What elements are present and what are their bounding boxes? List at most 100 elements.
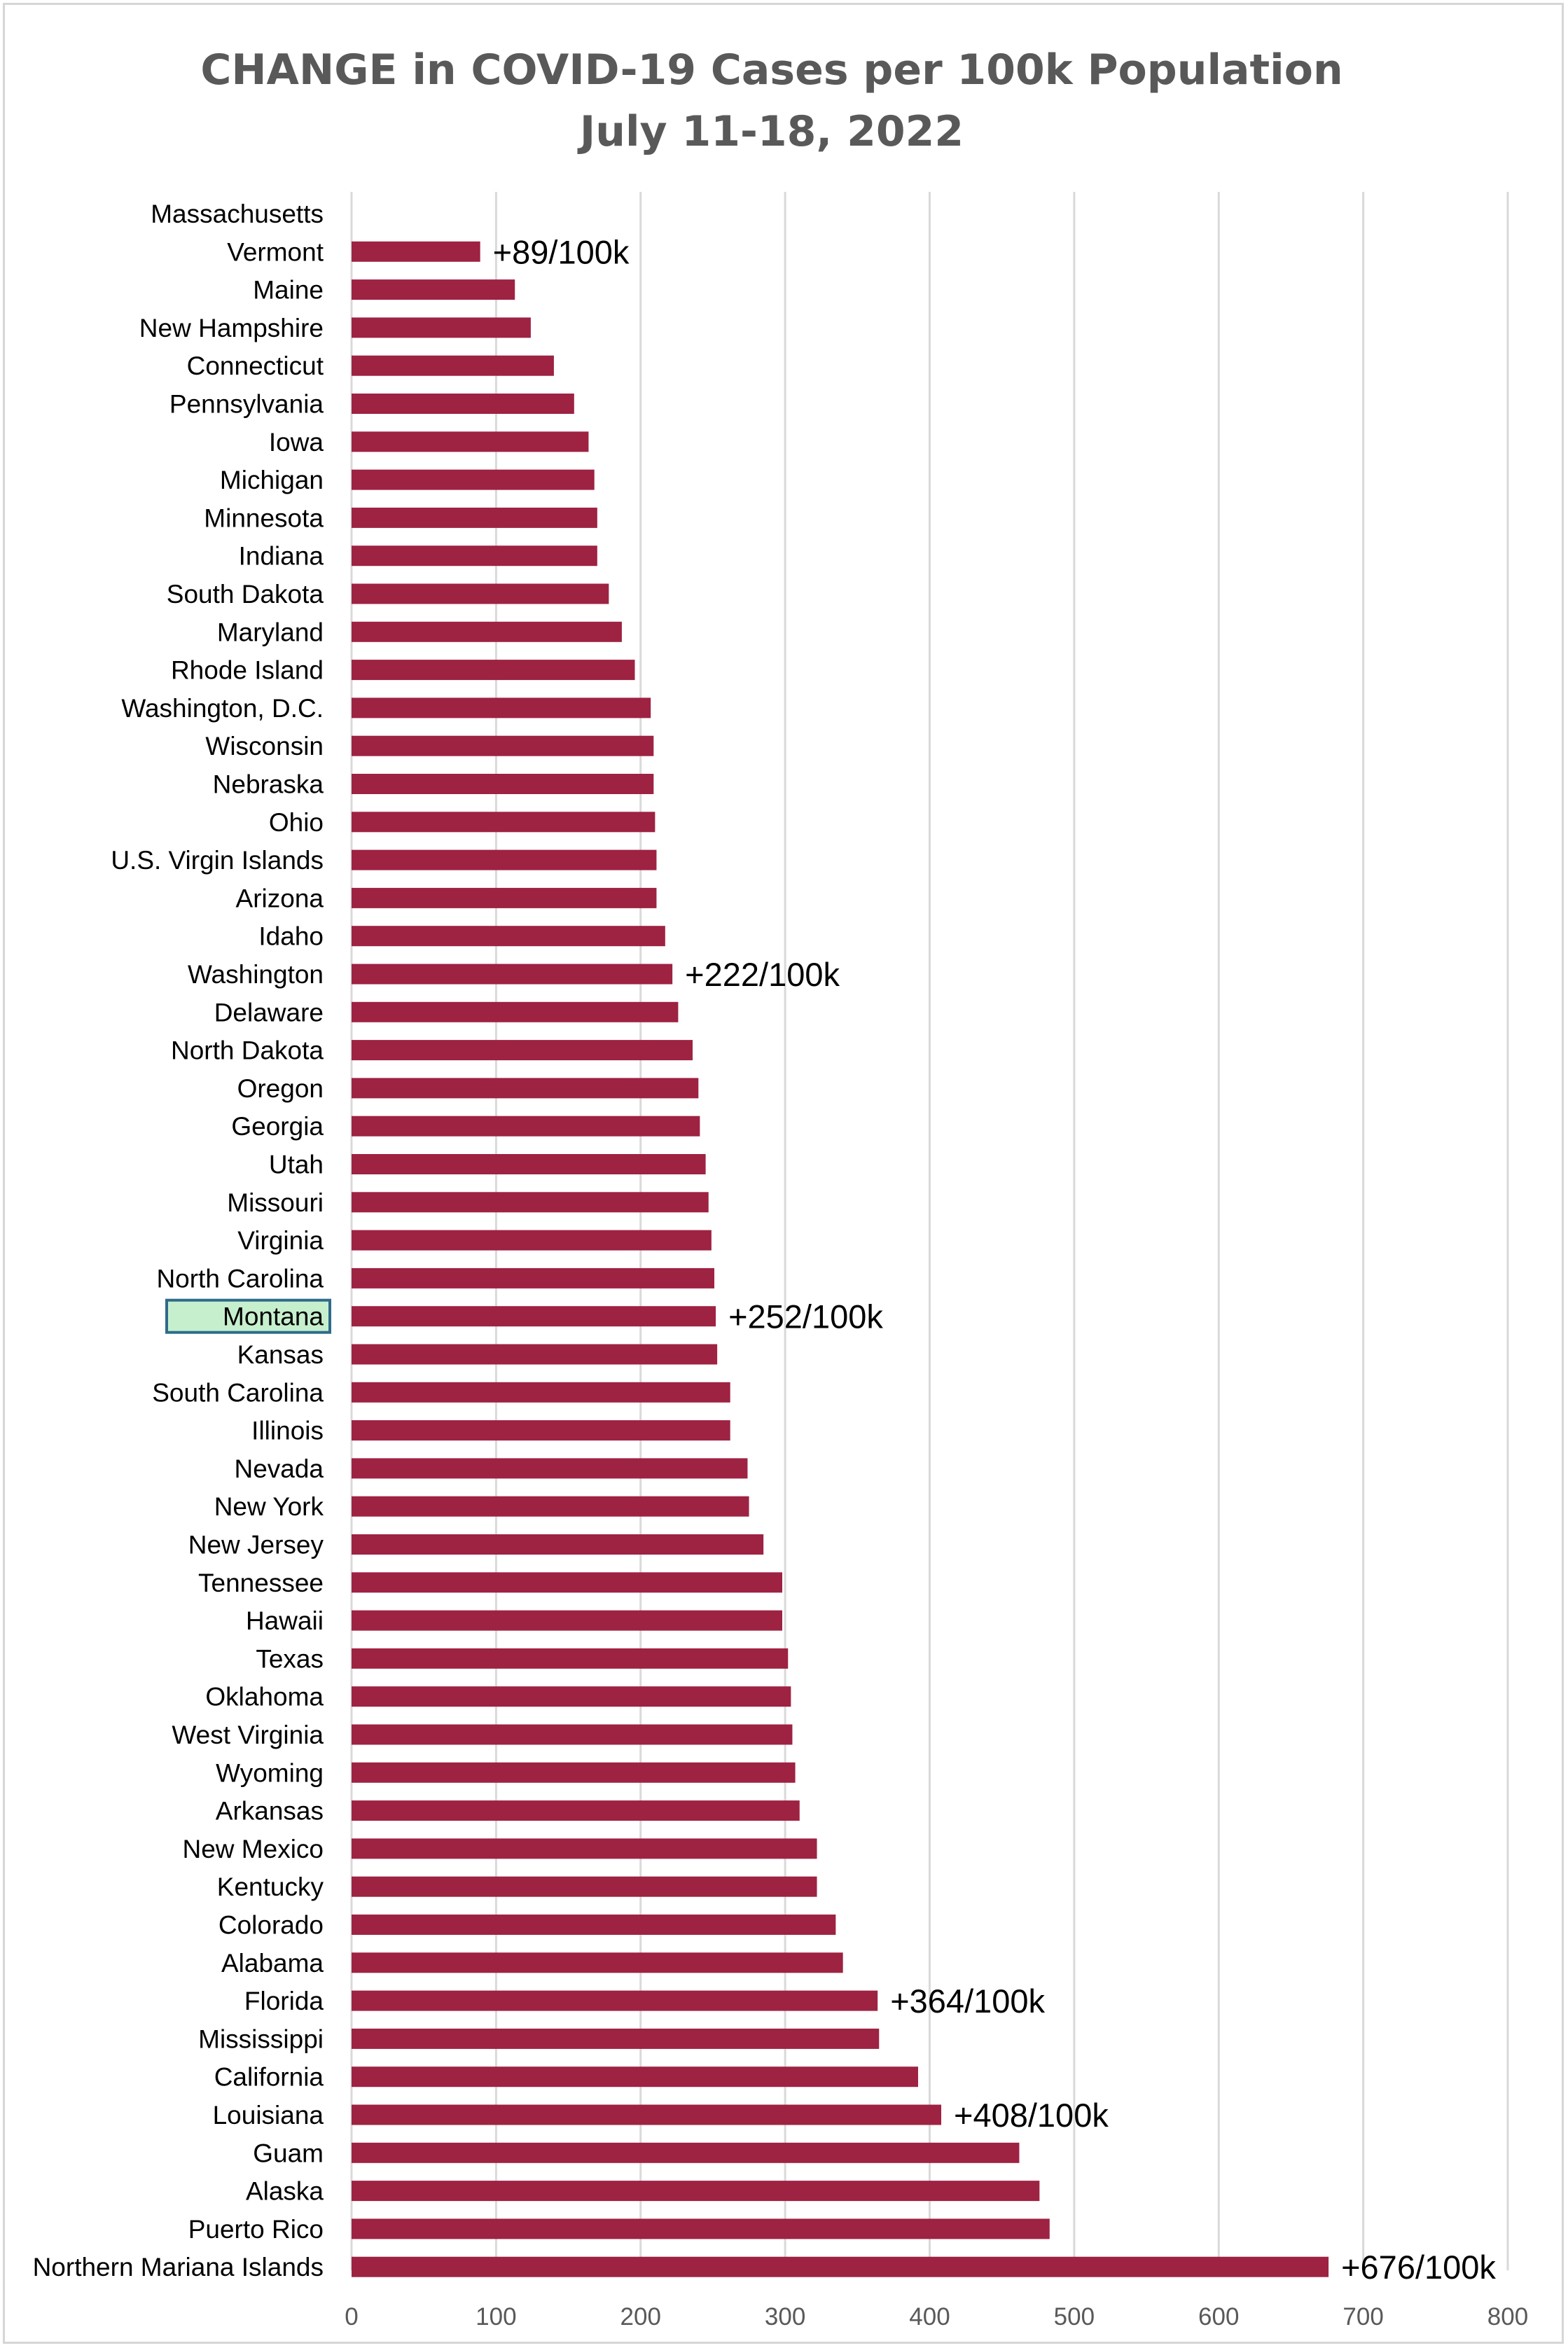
category-label: Massachusetts — [151, 200, 324, 228]
bar — [352, 849, 657, 870]
category-label: Wyoming — [216, 1758, 324, 1787]
category-label: Kansas — [237, 1340, 324, 1369]
bar — [352, 697, 651, 718]
bar — [352, 1534, 764, 1555]
category-label: New Hampshire — [139, 314, 324, 342]
bar — [352, 1458, 748, 1479]
category-label: Illinois — [251, 1417, 324, 1445]
category-label: Idaho — [258, 922, 324, 951]
category-label: North Carolina — [156, 1264, 324, 1293]
category-label: Puerto Rico — [188, 2215, 324, 2244]
category-label: Michigan — [220, 466, 324, 494]
data-label: +408/100k — [954, 2097, 1109, 2134]
category-label: Connecticut — [187, 352, 324, 380]
category-label: Indiana — [239, 542, 324, 571]
bar — [352, 2256, 1329, 2277]
data-labels: +89/100k +222/100k +252/100k +364/100k +408/… — [493, 233, 1497, 2286]
bar — [352, 241, 480, 262]
category-label: Nevada — [234, 1454, 324, 1483]
bar — [352, 660, 635, 681]
category-label: Tennessee — [198, 1569, 324, 1597]
bar — [352, 1001, 679, 1022]
category-label: Northern Mariana Islands — [33, 2253, 324, 2281]
category-label: West Virginia — [172, 1721, 324, 1749]
bar — [352, 1344, 718, 1365]
bar — [352, 964, 673, 985]
bar — [352, 1915, 836, 1935]
category-label: Arkansas — [216, 1797, 324, 1826]
category-label: New York — [214, 1492, 324, 1521]
category-label: U.S. Virgin Islands — [111, 846, 324, 875]
category-label: Alabama — [221, 1949, 324, 1978]
x-tick-label: 600 — [1198, 2303, 1239, 2330]
bar — [352, 1154, 706, 1174]
category-label: New Mexico — [183, 1835, 324, 1863]
bar — [352, 2218, 1050, 2239]
category-label: Oklahoma — [205, 1683, 324, 1711]
category-label: Rhode Island — [171, 656, 324, 685]
bar — [352, 1382, 730, 1403]
bar — [352, 1496, 749, 1517]
bar — [352, 2028, 880, 2049]
category-label: Virginia — [237, 1226, 324, 1255]
bar — [352, 812, 655, 833]
bar — [352, 1762, 796, 1783]
category-label: Texas — [256, 1644, 324, 1673]
bar — [352, 469, 595, 490]
category-label: Kentucky — [217, 1873, 324, 1901]
bar — [352, 1572, 782, 1593]
data-label: +252/100k — [728, 1298, 883, 1335]
category-label: Maryland — [217, 618, 324, 646]
category-label: Mississippi — [198, 2024, 324, 2053]
bar — [352, 1040, 693, 1061]
category-label: Minnesota — [204, 503, 324, 532]
bar — [352, 1648, 789, 1669]
bar — [352, 2142, 1020, 2163]
bar — [352, 583, 609, 604]
bar — [352, 735, 654, 756]
bar — [352, 1800, 800, 1821]
x-tick-label: 400 — [909, 2303, 950, 2330]
bar — [352, 926, 665, 947]
bar — [352, 774, 654, 794]
data-label: +222/100k — [685, 956, 840, 993]
bar — [352, 1724, 793, 1745]
category-label: Pennsylvania — [169, 390, 324, 419]
data-label: +676/100k — [1341, 2249, 1496, 2286]
data-label: +89/100k — [493, 233, 630, 270]
category-label: Nebraska — [213, 770, 324, 799]
category-label: Arizona — [236, 884, 324, 912]
chart-title: CHANGE in COVID-19 Cases per 100k Popula… — [200, 46, 1342, 95]
bar — [352, 1990, 878, 2011]
category-label: Delaware — [214, 998, 324, 1027]
category-label: South Carolina — [152, 1378, 324, 1407]
category-label: Iowa — [269, 428, 324, 457]
x-tick-label: 300 — [765, 2303, 805, 2330]
bar — [352, 1610, 782, 1631]
data-label: +364/100k — [890, 1982, 1045, 2020]
highlight-layer — [165, 1298, 331, 1334]
category-label: Guam — [253, 2139, 324, 2167]
category-label: Utah — [269, 1151, 324, 1179]
bar — [352, 1952, 843, 1973]
category-label: Vermont — [227, 237, 324, 266]
category-label: Florida — [244, 1987, 324, 2015]
bar — [352, 279, 515, 300]
category-labels: Massachusetts Vermont Maine New Hampshire Co… — [33, 200, 324, 2281]
category-label: Hawaii — [246, 1606, 324, 1635]
bar — [352, 887, 657, 908]
category-label: Washington, D.C. — [121, 694, 324, 723]
bar — [352, 394, 574, 414]
category-label: California — [214, 2063, 324, 2092]
bar — [352, 507, 597, 528]
category-label: Missouri — [227, 1188, 324, 1217]
category-label: Colorado — [218, 1911, 324, 1940]
x-tick-label: 100 — [476, 2303, 516, 2330]
x-tick-label: 0 — [345, 2303, 358, 2330]
category-label: Wisconsin — [205, 732, 324, 760]
bar — [352, 1267, 715, 1288]
category-label: South Dakota — [167, 580, 324, 609]
category-label: Alaska — [246, 2177, 324, 2206]
bar — [352, 1306, 716, 1327]
